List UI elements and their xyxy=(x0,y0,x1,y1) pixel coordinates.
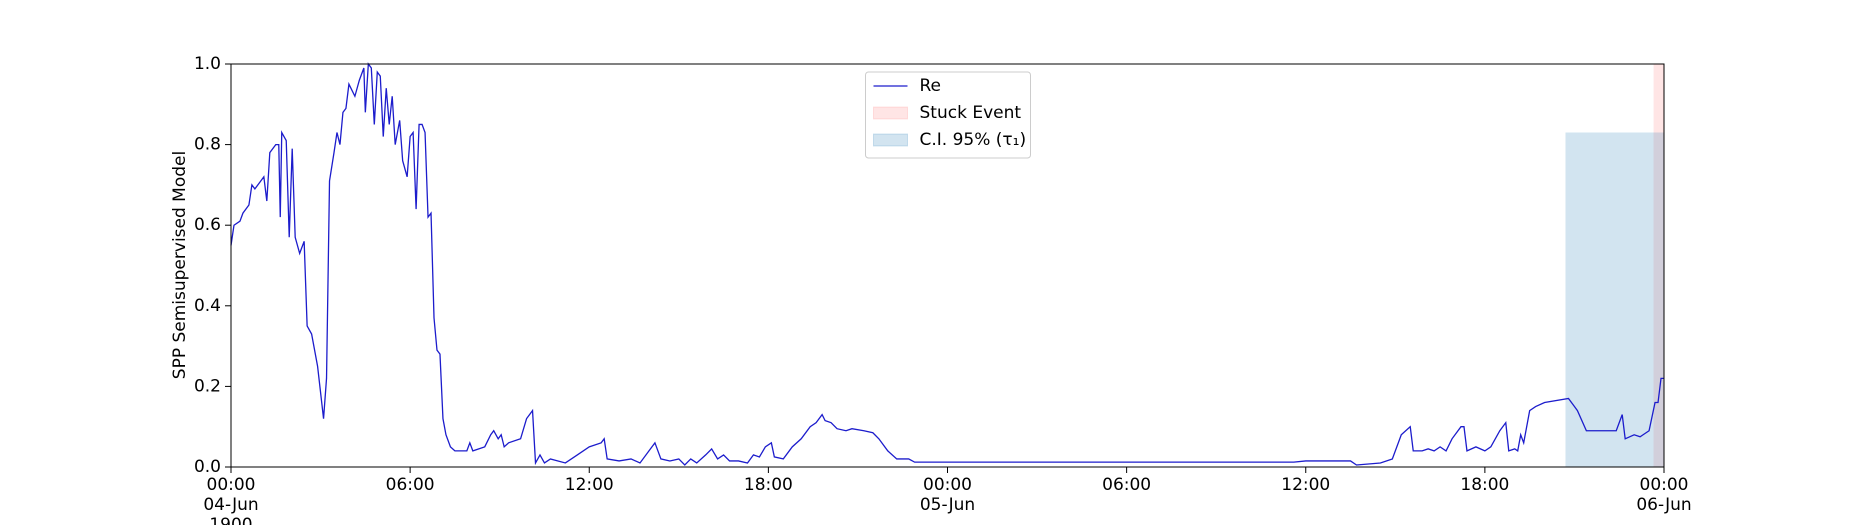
y-tick-label: 0.6 xyxy=(194,215,221,235)
legend-patch xyxy=(873,106,908,120)
legend-label: Re xyxy=(920,76,942,96)
y-tick-label: 0.8 xyxy=(194,135,221,155)
span xyxy=(1565,132,1664,467)
y-tick-label: 0.4 xyxy=(194,296,221,316)
x-tick-label: 18:00 xyxy=(743,475,793,495)
legend: Re Stuck Event C.I. 95% (τ₁) xyxy=(865,71,1031,159)
legend-label: Stuck Event xyxy=(920,103,1022,123)
x-tick-label: 06:00 xyxy=(385,475,435,495)
legend-box xyxy=(865,71,1031,159)
x-tick-label: 00:00 06-Jun xyxy=(1636,475,1692,515)
y-axis-label: SPP Semisupervised Model xyxy=(170,151,190,379)
x-tick-label: 12:00 xyxy=(564,475,614,495)
y-tick-label: 1.0 xyxy=(194,54,221,74)
x-tick-label: 12:00 xyxy=(1281,475,1331,495)
x-tick-label: 18:00 xyxy=(1460,475,1510,495)
span xyxy=(1653,64,1664,467)
x-tick-label: 06:00 xyxy=(1102,475,1152,495)
legend-label: C.I. 95% (τ₁) xyxy=(920,130,1027,150)
y-tick-label: 0.0 xyxy=(194,457,221,477)
legend-patch xyxy=(873,133,908,147)
x-tick-label: 00:00 04-Jun 1900 xyxy=(203,475,259,525)
x-tick-label: 00:00 05-Jun xyxy=(919,475,976,515)
y-tick-label: 0.2 xyxy=(194,376,221,396)
line-series xyxy=(230,62,1664,466)
